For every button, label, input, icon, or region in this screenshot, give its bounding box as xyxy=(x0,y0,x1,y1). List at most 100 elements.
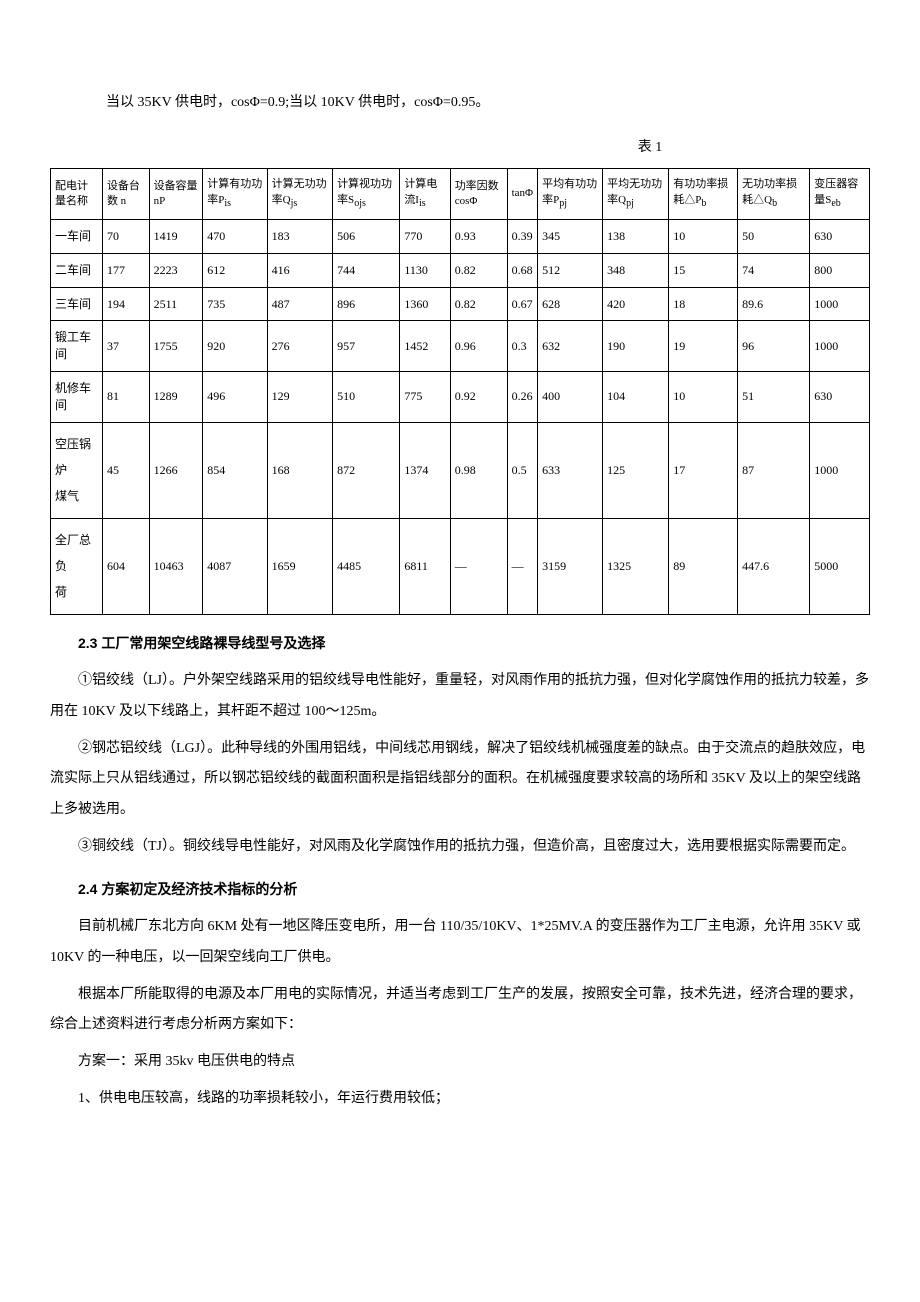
table-cell: 0.5 xyxy=(507,422,537,518)
table-row: 三车间194251173548789613600.820.67628420188… xyxy=(51,287,870,321)
table-header-cell: 平均无功功率Qpj xyxy=(603,169,669,220)
table-cell: 15 xyxy=(669,253,738,287)
table-cell: 770 xyxy=(400,219,450,253)
table-cell: 17 xyxy=(669,422,738,518)
table-cell: 125 xyxy=(603,422,669,518)
section-2-3-p1: ①铝绞线（LJ）。户外架空线路采用的铝绞线导电性能好，重量轻，对风雨作用的抵抗力… xyxy=(50,666,870,728)
table-header-cell: 无功功率损耗△Qb xyxy=(738,169,810,220)
table-cell-name: 二车间 xyxy=(51,253,103,287)
table-cell: 0.39 xyxy=(507,219,537,253)
table-cell: 447.6 xyxy=(738,518,810,614)
table-cell: 496 xyxy=(203,371,267,422)
table-cell: — xyxy=(507,518,537,614)
table-cell: 0.26 xyxy=(507,371,537,422)
table-header-cell: 配电计量名称 xyxy=(51,169,103,220)
table-cell: 3159 xyxy=(538,518,603,614)
table-cell: 1266 xyxy=(149,422,203,518)
table-cell: 744 xyxy=(333,253,400,287)
table-cell: 0.82 xyxy=(450,253,507,287)
table-header-row: 配电计量名称设备台数 n设备容量nP计算有功功率Pis计算无功功率Qjs计算视功… xyxy=(51,169,870,220)
table-cell-name: 锻工车间 xyxy=(51,321,103,372)
table-cell: 0.92 xyxy=(450,371,507,422)
table-header-cell: 平均有功功率Ppj xyxy=(538,169,603,220)
table-cell-name: 空压锅炉 煤气 xyxy=(51,422,103,518)
table-cell: 920 xyxy=(203,321,267,372)
table-cell: 1000 xyxy=(810,422,870,518)
table-header-cell: 功率因数cosΦ xyxy=(450,169,507,220)
data-table: 配电计量名称设备台数 n设备容量nP计算有功功率Pis计算无功功率Qjs计算视功… xyxy=(50,168,870,615)
table-cell: 0.67 xyxy=(507,287,537,321)
table-cell: 416 xyxy=(267,253,332,287)
table-cell: 74 xyxy=(738,253,810,287)
table-header-cell: 计算电流Iis xyxy=(400,169,450,220)
table-cell: 1130 xyxy=(400,253,450,287)
table-cell: 510 xyxy=(333,371,400,422)
table-row: 全厂总负 荷604104634087165944856811——31591325… xyxy=(51,518,870,614)
table-cell: 70 xyxy=(102,219,149,253)
table-header-cell: 计算无功功率Qjs xyxy=(267,169,332,220)
intro-text: 当以 35KV 供电时，cosΦ=0.9;当以 10KV 供电时，cosΦ=0.… xyxy=(50,90,870,115)
table-cell-name: 全厂总负 荷 xyxy=(51,518,103,614)
table-cell: 1000 xyxy=(810,287,870,321)
table-cell: 345 xyxy=(538,219,603,253)
table-cell: 1360 xyxy=(400,287,450,321)
table-cell: 470 xyxy=(203,219,267,253)
table-cell: 18 xyxy=(669,287,738,321)
table-cell: 51 xyxy=(738,371,810,422)
table-header-cell: 设备台数 n xyxy=(102,169,149,220)
table-header-cell: tanΦ xyxy=(507,169,537,220)
table-cell: 87 xyxy=(738,422,810,518)
table-cell: 190 xyxy=(603,321,669,372)
table-header-cell: 计算有功功率Pis xyxy=(203,169,267,220)
section-2-4-p2: 根据本厂所能取得的电源及本厂用电的实际情况，并适当考虑到工厂生产的发展，按照安全… xyxy=(50,980,870,1042)
section-2-4-p4: 1、供电电压较高，线路的功率损耗较小，年运行费用较低； xyxy=(50,1084,870,1115)
table-cell: 96 xyxy=(738,321,810,372)
table-cell: 4087 xyxy=(203,518,267,614)
table-cell: 89.6 xyxy=(738,287,810,321)
table-header-cell: 有功功率损耗△Pb xyxy=(669,169,738,220)
table-cell: 1325 xyxy=(603,518,669,614)
table-cell: 735 xyxy=(203,287,267,321)
table-header-cell: 设备容量nP xyxy=(149,169,203,220)
section-2-3-p3: ③铜绞线（TJ）。铜绞线导电性能好，对风雨及化学腐蚀作用的抵抗力强，但造价高，且… xyxy=(50,832,870,863)
table-cell: 854 xyxy=(203,422,267,518)
table-cell: 89 xyxy=(669,518,738,614)
table-cell: 10 xyxy=(669,219,738,253)
table-row: 空压锅炉 煤气45126685416887213740.980.56331251… xyxy=(51,422,870,518)
table-cell: 2223 xyxy=(149,253,203,287)
table-cell: 400 xyxy=(538,371,603,422)
table-cell: 4485 xyxy=(333,518,400,614)
table-cell: 800 xyxy=(810,253,870,287)
table-cell: 168 xyxy=(267,422,332,518)
table-cell: 129 xyxy=(267,371,332,422)
table-cell: 630 xyxy=(810,219,870,253)
section-2-4-p1: 目前机械厂东北方向 6KM 处有一地区降压变电所，用一台 110/35/10KV… xyxy=(50,912,870,974)
table-cell: 0.93 xyxy=(450,219,507,253)
table-header-cell: 计算视功功率Sojs xyxy=(333,169,400,220)
table-cell: 633 xyxy=(538,422,603,518)
section-2-3-title: 2.3 工厂常用架空线路裸导线型号及选择 xyxy=(50,631,870,656)
table-cell: 957 xyxy=(333,321,400,372)
table-cell: 194 xyxy=(102,287,149,321)
table-cell: — xyxy=(450,518,507,614)
table-cell: 2511 xyxy=(149,287,203,321)
table-cell: 0.82 xyxy=(450,287,507,321)
table-cell: 177 xyxy=(102,253,149,287)
table-cell: 775 xyxy=(400,371,450,422)
table-cell: 872 xyxy=(333,422,400,518)
table-cell: 1289 xyxy=(149,371,203,422)
table-cell: 628 xyxy=(538,287,603,321)
table-cell: 632 xyxy=(538,321,603,372)
table-cell: 10 xyxy=(669,371,738,422)
table-cell: 1374 xyxy=(400,422,450,518)
table-cell: 0.96 xyxy=(450,321,507,372)
table-cell: 0.68 xyxy=(507,253,537,287)
table-caption: 表 1 xyxy=(430,135,870,160)
table-cell: 183 xyxy=(267,219,332,253)
table-row: 机修车间8112894961295107750.920.264001041051… xyxy=(51,371,870,422)
table-cell: 1659 xyxy=(267,518,332,614)
table-row: 锻工车间37175592027695714520.960.36321901996… xyxy=(51,321,870,372)
table-cell: 896 xyxy=(333,287,400,321)
table-cell: 104 xyxy=(603,371,669,422)
table-cell: 506 xyxy=(333,219,400,253)
